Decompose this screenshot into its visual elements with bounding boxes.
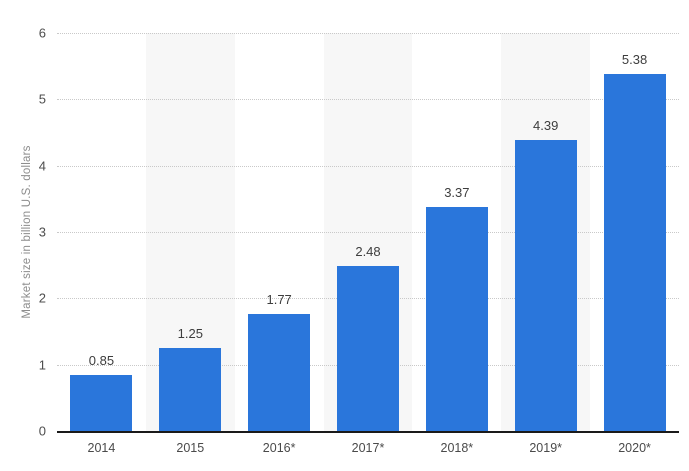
y-gridline: [57, 165, 679, 167]
y-axis-tick-label: 4: [38, 158, 46, 174]
x-axis-tick-label: 2019*: [529, 441, 563, 455]
bar-value-label: 1.77: [266, 291, 292, 307]
y-axis-tick-label: 6: [38, 25, 46, 41]
bar: [337, 266, 399, 431]
bar: [425, 207, 488, 431]
x-axis-baseline: [57, 431, 679, 433]
x-axis-tick-label: 2020*: [618, 441, 651, 455]
x-axis-tick-label: 2017*: [351, 441, 385, 455]
y-gridline: [57, 33, 679, 34]
bar: [70, 374, 133, 431]
y-axis-tick-label: 3: [38, 224, 46, 240]
y-axis-tick-label: 5: [38, 91, 46, 107]
bar: [159, 348, 222, 431]
bar: [603, 74, 666, 431]
x-axis-tick-label: 2016*: [262, 441, 296, 455]
y-axis-tick-label: 2: [38, 290, 46, 306]
bar-value-label: 5.38: [621, 52, 648, 68]
y-axis-tick-label: 0: [38, 423, 46, 439]
y-gridline: [57, 99, 679, 101]
bar-value-label: 0.85: [88, 352, 115, 368]
y-gridline: [57, 232, 679, 233]
bar: [514, 139, 577, 431]
x-axis-tick-label: 2018*: [440, 441, 474, 455]
x-axis-tick-label: 2014: [87, 441, 116, 455]
y-axis-tick-label: 1: [38, 357, 46, 373]
bar: [248, 313, 311, 431]
bar-value-label: 2.48: [355, 244, 381, 260]
x-axis-tick-label: 2015: [176, 441, 205, 455]
bar-value-label: 1.25: [177, 326, 203, 342]
bar-value-label: 4.39: [533, 117, 559, 133]
bar-value-label: 3.37: [444, 185, 470, 201]
